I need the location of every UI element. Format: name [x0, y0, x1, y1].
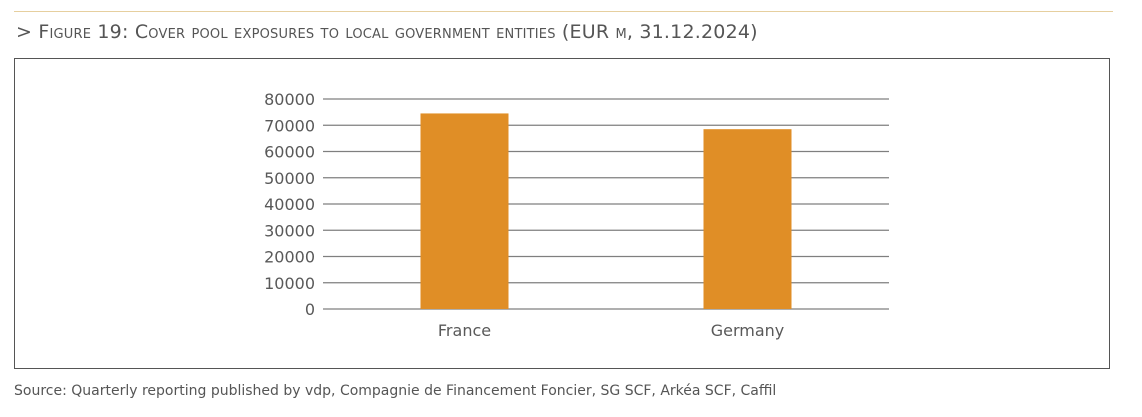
y-tick-label: 0 [305, 300, 315, 319]
y-tick-label: 10000 [264, 274, 315, 293]
source-note: Source: Quarterly reporting published by… [14, 383, 777, 399]
x-category-label: Germany [711, 321, 785, 340]
top-divider [14, 11, 1113, 12]
y-tick-label: 20000 [264, 248, 315, 267]
y-tick-label: 30000 [264, 221, 315, 240]
figure-title: > Figure 19: Cover pool exposures to loc… [16, 21, 758, 43]
y-tick-label: 80000 [264, 90, 315, 109]
y-tick-label: 50000 [264, 169, 315, 188]
y-tick-label: 70000 [264, 116, 315, 135]
chart-frame [14, 58, 1110, 369]
y-tick-label: 40000 [264, 195, 315, 214]
bar-germany [703, 129, 792, 309]
y-tick-label: 60000 [264, 143, 315, 162]
bar-france [420, 113, 509, 309]
x-category-label: France [438, 321, 491, 340]
